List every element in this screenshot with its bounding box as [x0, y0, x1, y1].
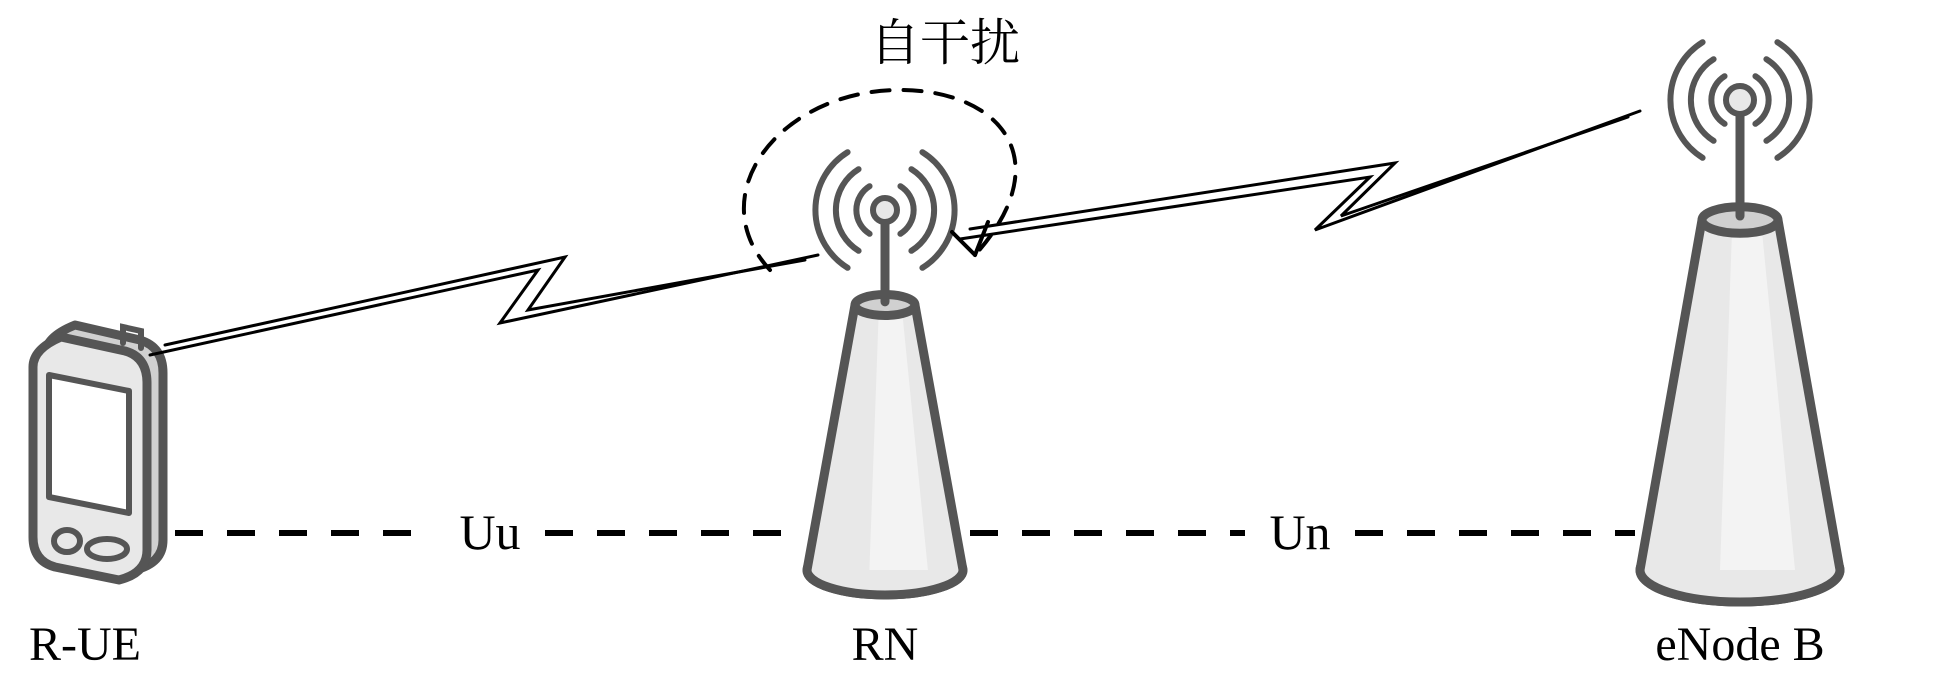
rn-label: RN: [852, 618, 919, 671]
rn-tower: RN: [807, 152, 963, 671]
rue-device: R-UE: [29, 325, 163, 671]
enodeb-label: eNode B: [1655, 618, 1824, 671]
enodeb-tower: eNode B: [1640, 42, 1840, 671]
uu-label: Uu: [459, 504, 520, 560]
lightning-rue-rn: [150, 255, 818, 355]
self-interference-label: 自干扰: [870, 3, 1020, 75]
uu-link: Uu: [175, 504, 800, 560]
rue-label: R-UE: [29, 618, 141, 671]
un-label: Un: [1269, 504, 1330, 560]
diagram-canvas: R-UE RN eNode B Uu Un 自干扰: [0, 0, 1947, 690]
lightning-rn-enodeb: [960, 111, 1640, 239]
un-link: Un: [970, 504, 1635, 560]
